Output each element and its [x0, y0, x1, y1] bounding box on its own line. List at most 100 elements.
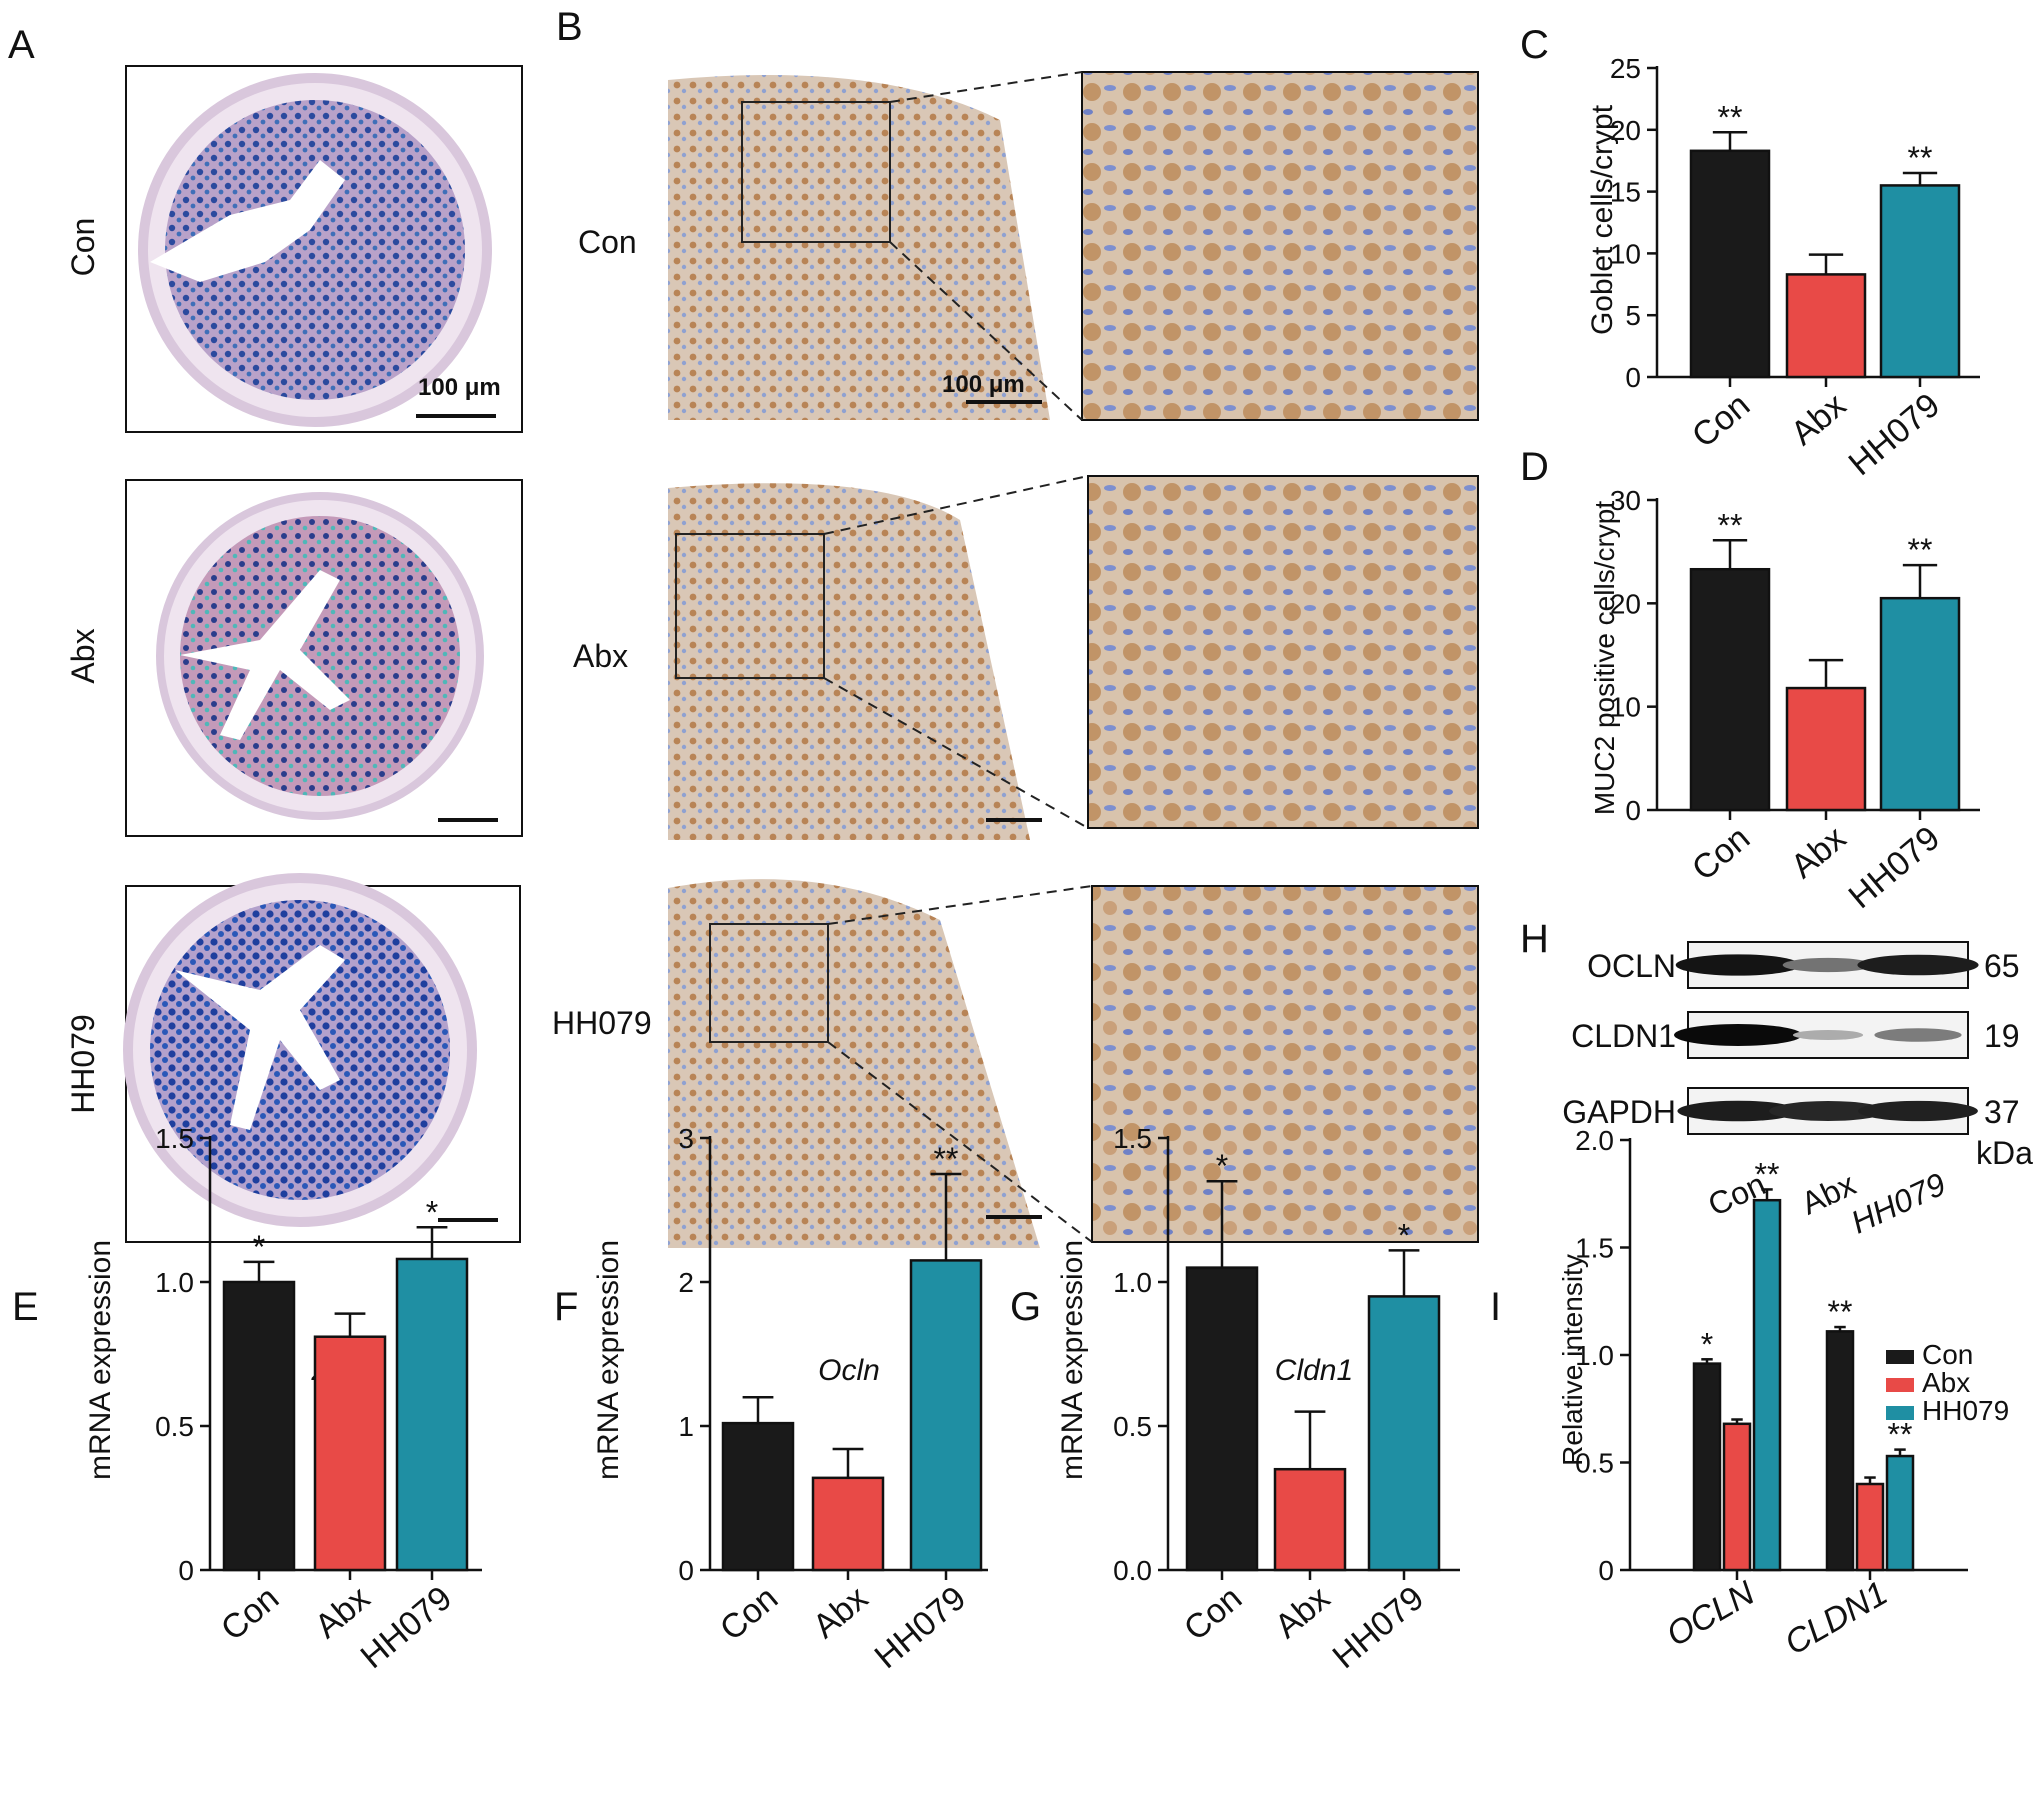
bar-hh079	[1879, 184, 1961, 379]
x-tick-label: Con	[713, 1579, 785, 1648]
significance-label: **	[1908, 532, 1933, 568]
x-tick-label: Con	[1685, 819, 1757, 888]
y-tick-label: 20	[1610, 588, 1641, 619]
bar-con	[1689, 567, 1771, 812]
significance-label: **	[1718, 99, 1743, 135]
y-tick-label: 15	[1610, 177, 1641, 208]
y-tick-label: 0	[1625, 795, 1641, 826]
chart-c: C 0 5 10 15 20 25 Goblet cells/crypt ** Con Abx ** H…	[1520, 23, 1980, 483]
panel-letter-i: I	[1490, 1285, 1501, 1329]
bar-hh079	[1879, 596, 1961, 812]
band-ocln-abx	[1782, 957, 1874, 973]
legend-label-con: Con	[1922, 1339, 1973, 1370]
bar-abx	[1273, 1467, 1347, 1572]
y-tick-label: 5	[1625, 300, 1641, 331]
x-tick-label: Con	[1177, 1579, 1249, 1648]
band-ocln-hh079	[1857, 954, 1979, 976]
bar-abx-ocln	[1722, 1422, 1752, 1572]
significance-label: **	[1755, 1156, 1780, 1192]
bar-hh079-ocln	[1752, 1198, 1782, 1572]
band-gapdh-abx	[1769, 1101, 1887, 1121]
x-tick-label: Abx	[806, 1579, 875, 1646]
ihc-image-con	[668, 75, 1050, 420]
y-tick-label: 1.5	[1113, 1123, 1152, 1154]
row-label-b-hh079: HH079	[552, 1005, 652, 1041]
significance-label: **	[1908, 140, 1933, 176]
band-cldn1-con	[1674, 1024, 1802, 1046]
ihc-zoom-abx	[1087, 475, 1479, 829]
y-axis-label: Relative intensity	[1557, 1254, 1588, 1466]
y-tick-label: 25	[1610, 53, 1641, 84]
bar-abx	[1785, 686, 1867, 812]
ihc-zoom-hh079	[1091, 885, 1479, 1243]
significance-label: *	[1701, 1326, 1713, 1362]
kda-label-cldn1: 19	[1984, 1018, 2020, 1054]
lane-label-hh079: HH079	[1845, 1166, 1951, 1241]
row-label-b-abx: Abx	[573, 638, 628, 674]
panel-letter-g: G	[1010, 1285, 1041, 1329]
ihc-image-hh079	[668, 879, 1040, 1248]
bar-con-ocln	[1692, 1362, 1722, 1572]
y-tick-label: 10	[1610, 692, 1641, 723]
panel-letter-h: H	[1520, 917, 1549, 961]
significance-label: **	[1888, 1417, 1913, 1453]
y-tick-label: 1.0	[1113, 1267, 1152, 1298]
band-cldn1-abx	[1792, 1029, 1864, 1041]
y-axis-label: mRNA expression	[592, 1240, 625, 1480]
bar-con	[1185, 1266, 1259, 1572]
band-label-gapdh: GAPDH	[1562, 1094, 1676, 1130]
y-tick-label: 1	[678, 1411, 694, 1442]
x-tick-label: Abx	[1268, 1579, 1337, 1646]
y-tick-label: 1.5	[1575, 1233, 1614, 1264]
bar-hh079	[395, 1257, 469, 1572]
significance-label: *	[253, 1229, 265, 1265]
bar-abx	[313, 1335, 387, 1572]
y-tick-label: 0	[1625, 362, 1641, 393]
significance-label: **	[1718, 507, 1743, 543]
significance-label: **	[934, 1141, 959, 1177]
significance-label: **	[1828, 1294, 1853, 1330]
x-tick-label: Con	[1685, 386, 1757, 455]
panel-letter-f: F	[554, 1285, 578, 1329]
bar-abx-cldn1	[1855, 1482, 1885, 1572]
legend-swatch-hh079	[1886, 1406, 1914, 1420]
bar-hh079	[909, 1259, 983, 1572]
y-tick-label: 0.5	[1575, 1448, 1614, 1479]
band-gapdh-hh079	[1858, 1100, 1978, 1122]
y-axis-label: mRNA expression	[84, 1240, 117, 1480]
x-tick-label: HH079	[1326, 1579, 1432, 1676]
legend-swatch-abx	[1886, 1378, 1914, 1392]
row-label-a-con: Con	[65, 218, 101, 277]
chart-title: Cldn1	[1275, 1354, 1353, 1387]
bar-con	[721, 1421, 795, 1572]
bar-abx	[811, 1476, 885, 1572]
y-tick-label: 1.5	[155, 1123, 194, 1154]
significance-label: *	[426, 1194, 438, 1230]
kda-label-gapdh: 37	[1984, 1094, 2020, 1130]
y-tick-label: 0.5	[1113, 1411, 1152, 1442]
y-tick-label: 0	[178, 1555, 194, 1586]
x-tick-label: Abx	[1784, 386, 1853, 453]
y-axis-label: Goblet cells/crypt	[1586, 104, 1619, 335]
row-label-a-abx: Abx	[65, 628, 101, 683]
y-tick-label: 1.0	[155, 1267, 194, 1298]
x-tick-label: CLDN1	[1778, 1574, 1894, 1663]
bar-abx	[1785, 273, 1867, 379]
bar-con	[222, 1280, 296, 1572]
scale-bar-label-b: 100 μm	[942, 371, 1025, 398]
y-tick-label: 0.0	[1113, 1555, 1152, 1586]
band-label-ocln: OCLN	[1587, 948, 1676, 984]
y-axis-label: mRNA expression	[1056, 1240, 1089, 1480]
x-tick-label: HH079	[1842, 819, 1948, 916]
kda-unit-label: kDa	[1976, 1135, 2033, 1171]
y-tick-label: 20	[1610, 115, 1641, 146]
x-tick-label: OCLN	[1660, 1574, 1761, 1654]
y-tick-label: 10	[1610, 238, 1641, 269]
y-axis-label: MUC2 positive cells/crypt	[1589, 501, 1620, 816]
